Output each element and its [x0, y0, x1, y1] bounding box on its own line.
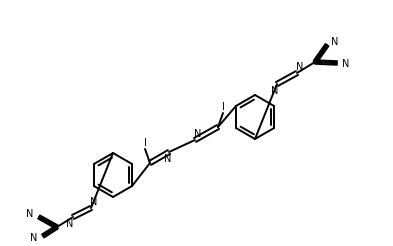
Text: N: N — [331, 37, 339, 47]
Text: N: N — [342, 59, 350, 69]
Text: I: I — [222, 102, 224, 112]
Text: N: N — [90, 197, 98, 207]
Text: N: N — [194, 129, 202, 139]
Text: I: I — [143, 138, 147, 148]
Text: N: N — [26, 209, 34, 219]
Text: N: N — [271, 86, 279, 96]
Text: N: N — [66, 219, 74, 229]
Text: N: N — [296, 62, 304, 72]
Text: N: N — [164, 154, 172, 164]
Text: N: N — [30, 233, 38, 243]
